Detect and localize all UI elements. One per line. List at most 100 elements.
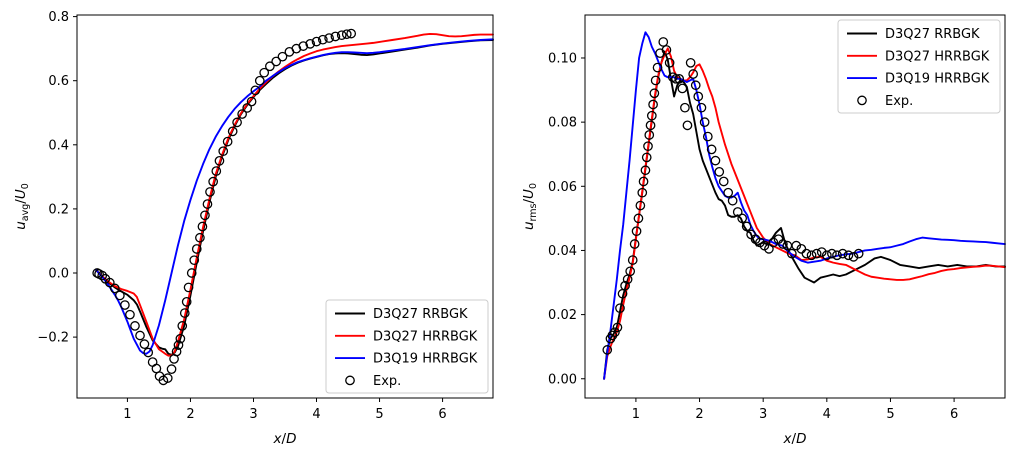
legend-box bbox=[325, 299, 489, 394]
legend-entry-d3q27-rrbgk: D3Q27 RRBGK bbox=[335, 307, 468, 322]
exp-marker bbox=[341, 29, 352, 40]
exp-marker bbox=[202, 199, 213, 209]
exp-marker bbox=[317, 34, 328, 45]
exp-marker bbox=[130, 321, 140, 331]
exp-marker bbox=[732, 207, 743, 217]
exp-marker bbox=[680, 102, 690, 113]
right-legend: D3Q27 RRBGK D3Q27 HRRBGK D3Q19 HRRBGK Exp. bbox=[837, 19, 1001, 114]
exp-marker bbox=[232, 117, 242, 128]
exp-marker bbox=[625, 266, 636, 277]
legend-entry-d3q27-rrbgk: D3Q27 RRBGK bbox=[847, 27, 980, 42]
legend-label: D3Q27 HRRBGK bbox=[885, 49, 990, 64]
exp-marker bbox=[650, 75, 661, 86]
exp-marker bbox=[786, 248, 797, 259]
exp-marker bbox=[610, 327, 620, 338]
exp-marker bbox=[200, 210, 210, 221]
legend-entry-exp: Exp. bbox=[345, 374, 401, 389]
x-tick-label: 3 bbox=[249, 407, 257, 422]
x-tick-label: 2 bbox=[186, 407, 194, 422]
exp-marker bbox=[177, 321, 188, 331]
exp-marker bbox=[346, 28, 357, 39]
exp-marker bbox=[652, 62, 663, 73]
legend-label: D3Q19 HRRBGK bbox=[885, 72, 990, 87]
exp-marker bbox=[222, 136, 233, 147]
left-y-axis-label: uavg/U0 bbox=[13, 183, 31, 230]
legend-entry-d3q27-hrrbgk: D3Q27 HRRBGK bbox=[847, 49, 990, 64]
legend-label: Exp. bbox=[373, 374, 401, 389]
exp-marker bbox=[682, 120, 693, 131]
exp-marker bbox=[104, 277, 115, 288]
exp-marker bbox=[237, 109, 247, 119]
exp-marker bbox=[208, 176, 218, 187]
exp-marker bbox=[175, 333, 186, 344]
exp-marker bbox=[615, 303, 625, 314]
x-tick-label: 6 bbox=[950, 407, 958, 422]
x-tick-label: 3 bbox=[759, 407, 767, 422]
exp-marker bbox=[648, 99, 658, 110]
exp-marker bbox=[811, 248, 822, 259]
exp-marker bbox=[696, 102, 707, 113]
right-y-axis-label: urms/U0 bbox=[521, 183, 539, 230]
exp-marker bbox=[179, 308, 190, 318]
series-exp-markers bbox=[602, 37, 864, 355]
exp-marker bbox=[688, 69, 699, 79]
exp-marker bbox=[631, 226, 642, 237]
exp-marker bbox=[166, 364, 177, 374]
exp-marker bbox=[646, 110, 657, 121]
y-tick-label: 0.08 bbox=[548, 116, 577, 131]
exp-marker bbox=[218, 146, 229, 157]
exp-marker bbox=[674, 73, 685, 84]
x-tick-label: 1 bbox=[123, 407, 131, 422]
exp-marker bbox=[706, 144, 717, 155]
exp-marker bbox=[277, 51, 288, 62]
exp-marker bbox=[796, 243, 807, 254]
exp-marker bbox=[143, 347, 154, 358]
exp-marker bbox=[324, 33, 334, 43]
x-tick-label: 2 bbox=[695, 407, 703, 422]
exp-marker bbox=[690, 80, 701, 91]
exp-marker bbox=[710, 155, 721, 166]
legend-marker-sample bbox=[857, 95, 867, 106]
exp-marker bbox=[336, 30, 347, 41]
exp-marker bbox=[254, 75, 265, 86]
y-tick-label: 0.8 bbox=[48, 10, 69, 25]
legend-label: D3Q27 RRBGK bbox=[373, 307, 468, 322]
exp-marker bbox=[723, 187, 734, 198]
exp-marker bbox=[305, 38, 316, 49]
exp-marker bbox=[637, 187, 648, 198]
legend-marker-sample bbox=[345, 375, 355, 386]
exp-marker bbox=[298, 41, 309, 51]
exp-marker bbox=[853, 248, 864, 259]
exp-marker bbox=[649, 88, 660, 99]
exp-marker bbox=[671, 73, 681, 84]
exp-marker bbox=[181, 296, 192, 307]
exp-marker bbox=[644, 130, 655, 140]
legend-label: D3Q27 RRBGK bbox=[885, 27, 980, 42]
series-d3q19-hrrbgk-line bbox=[603, 31, 1006, 380]
x-tick-label: 1 bbox=[632, 407, 640, 422]
legend-label: D3Q27 HRRBGK bbox=[373, 329, 478, 344]
right-plot: 1 2 3 4 5 6 0.00 0.02 0.04 0.06 0.08 0.10 x/D urms/U0… bbox=[521, 14, 1006, 447]
exp-marker bbox=[714, 167, 725, 177]
exp-marker bbox=[677, 83, 688, 94]
exp-marker bbox=[189, 255, 200, 266]
exp-marker bbox=[629, 239, 640, 249]
exp-marker bbox=[259, 67, 270, 78]
exp-marker bbox=[801, 248, 812, 259]
exp-marker bbox=[658, 37, 669, 47]
left-x-axis: 1 2 3 4 5 6 bbox=[123, 398, 447, 422]
y-tick-label: 0.10 bbox=[548, 51, 577, 66]
exp-marker bbox=[643, 141, 653, 152]
exp-marker bbox=[718, 176, 729, 187]
exp-marker bbox=[645, 120, 656, 131]
exp-marker bbox=[214, 155, 225, 166]
y-tick-label: 0.0 bbox=[48, 267, 69, 282]
exp-marker bbox=[620, 280, 630, 291]
left-y-axis: −0.2 0.0 0.2 0.4 0.6 0.8 bbox=[37, 10, 77, 346]
exp-marker bbox=[311, 36, 322, 47]
exp-marker bbox=[633, 213, 644, 224]
x-tick-label: 4 bbox=[312, 407, 320, 422]
exp-marker bbox=[186, 268, 197, 278]
exp-marker bbox=[205, 187, 215, 197]
